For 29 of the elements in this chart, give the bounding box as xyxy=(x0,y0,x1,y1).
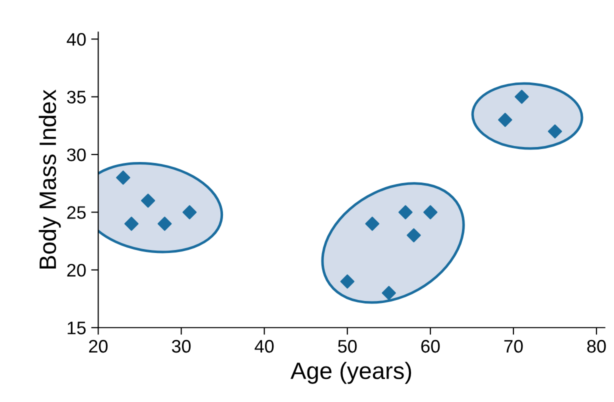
point xyxy=(406,228,421,242)
point xyxy=(548,124,562,138)
x-tick-label: 30 xyxy=(172,340,191,353)
y-tick-label: 35 xyxy=(67,90,86,104)
point xyxy=(141,194,156,208)
point xyxy=(514,90,529,104)
x-tick-label: 80 xyxy=(587,340,606,353)
point xyxy=(182,205,197,220)
point xyxy=(498,112,512,127)
point xyxy=(116,170,130,185)
point xyxy=(124,216,139,231)
x-tick-label: 60 xyxy=(421,340,440,353)
y-tick-label: 30 xyxy=(67,148,86,162)
y-axis-title: Body Mass Index xyxy=(38,90,61,269)
point xyxy=(365,216,380,231)
point xyxy=(382,286,396,300)
x-tick-label: 40 xyxy=(254,340,274,353)
x-axis-title: Age (years) xyxy=(290,362,412,384)
point xyxy=(158,216,172,231)
point xyxy=(398,205,413,220)
y-tick-label: 20 xyxy=(67,264,86,277)
point xyxy=(340,274,354,289)
point xyxy=(423,205,438,220)
x-tick-label: 70 xyxy=(504,340,523,353)
y-tick-label: 15 xyxy=(68,322,86,334)
y-tick-label: 40 xyxy=(66,33,86,46)
x-tick-label: 50 xyxy=(338,340,357,353)
x-tick-label: 20 xyxy=(89,340,108,353)
y-tick-label: 25 xyxy=(67,206,86,219)
